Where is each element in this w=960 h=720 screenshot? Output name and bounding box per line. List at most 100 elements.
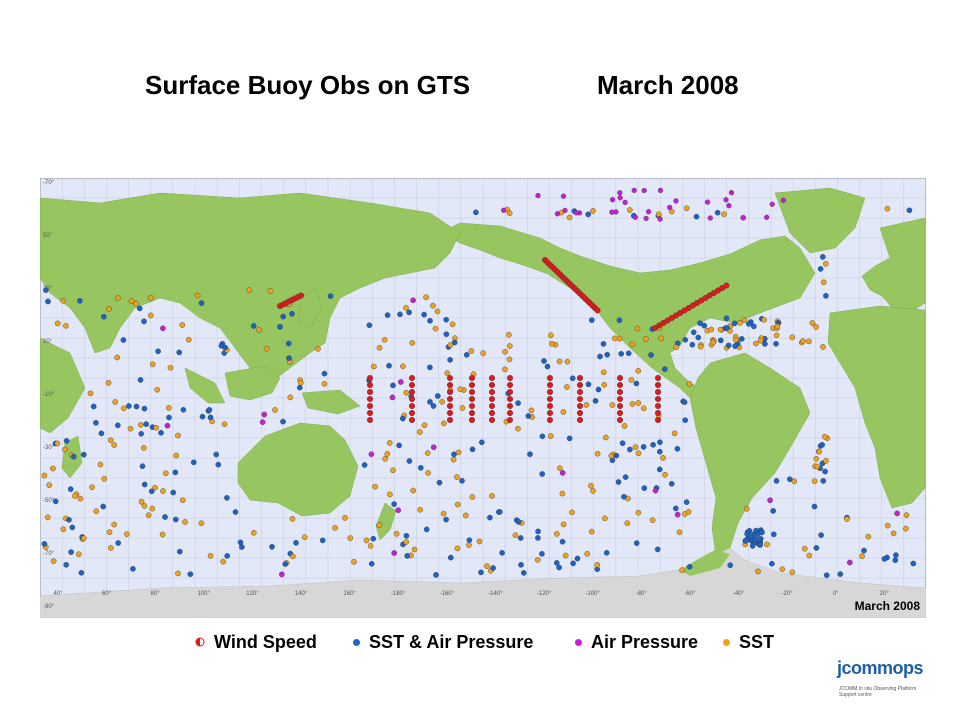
buoy-marker	[594, 450, 601, 457]
buoy-marker	[293, 539, 299, 546]
buoy-marker	[679, 567, 685, 573]
buoy-marker	[559, 490, 566, 497]
buoy-marker	[588, 482, 594, 489]
buoy-marker	[535, 528, 541, 535]
buoy-marker	[447, 395, 454, 402]
buoy-marker	[176, 548, 183, 555]
buoy-marker	[809, 320, 816, 326]
buoy-marker	[430, 302, 436, 309]
buoy-marker	[673, 198, 679, 204]
buoy-marker	[890, 530, 897, 537]
buoy-marker	[502, 366, 508, 373]
buoy-marker	[342, 515, 348, 521]
buoy-marker	[259, 419, 266, 425]
buoy-marker	[297, 379, 304, 386]
buoy-marker	[584, 550, 591, 557]
buoy-marker	[97, 461, 104, 468]
buoy-marker	[641, 485, 648, 491]
buoy-marker	[387, 491, 393, 498]
buoy-marker	[505, 331, 512, 338]
buoy-marker	[199, 413, 206, 420]
buoy-marker	[686, 381, 693, 387]
buoy-marker	[603, 434, 609, 441]
buoy-marker	[430, 403, 437, 409]
longitude-label: -180°	[391, 591, 406, 597]
legend-label: Air Pressure	[591, 631, 699, 652]
buoy-marker	[155, 348, 161, 355]
buoy-marker	[547, 402, 554, 409]
buoy-marker	[577, 381, 584, 388]
buoy-marker	[147, 295, 154, 301]
buoy-marker	[733, 337, 739, 343]
buoy-marker	[556, 564, 562, 571]
buoy-marker	[167, 364, 174, 371]
buoy-marker	[454, 501, 461, 508]
buoy-marker	[489, 416, 496, 423]
buoy-marker	[594, 307, 601, 314]
buoy-marker	[363, 537, 370, 544]
buoy-marker	[643, 215, 649, 222]
buoy-marker	[617, 195, 623, 201]
buoy-marker	[682, 336, 689, 343]
buoy-marker	[617, 190, 623, 196]
buoy-marker	[68, 549, 74, 555]
buoy-marker	[589, 317, 595, 323]
buoy-marker	[447, 402, 454, 409]
antarctic-peninsula	[680, 550, 730, 576]
buoy-marker	[93, 419, 99, 426]
buoy-marker	[701, 322, 708, 329]
buoy-marker	[50, 558, 57, 564]
buoy-marker	[409, 416, 416, 423]
buoy-marker	[469, 409, 476, 416]
buoy-marker	[767, 497, 773, 504]
buoy-marker	[574, 555, 581, 562]
buoy-marker	[409, 374, 416, 381]
buoy-marker	[60, 526, 67, 533]
buoy-marker	[645, 209, 652, 215]
buoy-marker	[881, 556, 888, 562]
buoy-marker	[618, 350, 625, 357]
buoy-marker	[577, 374, 584, 381]
buoy-marker	[617, 416, 624, 423]
buoy-marker	[367, 402, 374, 409]
buoy-marker	[489, 409, 496, 416]
buoy-marker	[820, 478, 827, 484]
buoy-marker	[617, 374, 624, 381]
buoy-marker	[101, 475, 108, 482]
buoy-marker	[277, 324, 283, 330]
buoy-marker	[554, 211, 561, 217]
buoy-marker	[764, 214, 770, 220]
buoy-marker	[893, 552, 899, 558]
buoy-marker	[409, 381, 416, 388]
buoy-marker	[595, 386, 602, 393]
buoy-marker	[489, 381, 496, 388]
buoy-marker	[577, 388, 584, 395]
buoy-marker	[615, 479, 622, 485]
buoy-marker	[267, 288, 274, 294]
buoy-marker	[46, 482, 52, 488]
latitude-label: -30°	[43, 445, 55, 451]
buoy-marker	[632, 214, 638, 220]
buoy-marker	[633, 540, 640, 546]
buoy-marker	[732, 343, 738, 349]
buoy-marker	[685, 509, 692, 515]
buoy-marker	[376, 522, 383, 528]
longitude-label: 80°	[151, 591, 161, 597]
buoy-marker	[657, 187, 664, 194]
buoy-marker	[332, 525, 338, 531]
buoy-marker	[714, 209, 721, 216]
buoy-marker	[499, 549, 505, 556]
buoy-marker	[81, 451, 87, 458]
buoy-marker	[673, 505, 679, 512]
buoy-marker	[641, 187, 647, 194]
buoy-marker	[741, 317, 748, 323]
buoy-marker	[447, 554, 454, 561]
buoy-marker	[566, 214, 573, 221]
buoy-marker	[459, 477, 465, 484]
buoy-marker	[172, 469, 179, 476]
buoy-marker	[496, 509, 503, 515]
buoy-marker	[613, 452, 620, 459]
buoy-marker	[627, 446, 633, 453]
buoy-marker	[489, 493, 495, 499]
buoy-marker	[583, 402, 590, 408]
